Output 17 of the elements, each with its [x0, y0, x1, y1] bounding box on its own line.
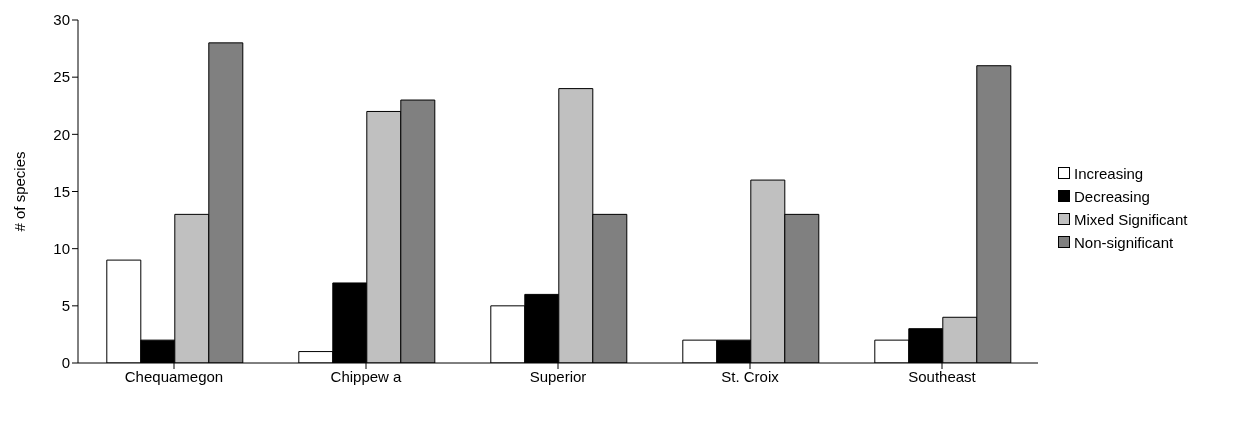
y-axis-title: # of species: [11, 151, 29, 232]
y-tick-label: 5: [61, 297, 70, 315]
y-tick-label: 10: [53, 239, 70, 257]
y-tick-label: 30: [53, 11, 70, 29]
x-tick-label: Southeast: [908, 367, 977, 385]
y-tick-label: 25: [53, 68, 70, 86]
legend-label: Mixed Significant: [1074, 210, 1188, 228]
x-tick-label: Chippew a: [330, 367, 403, 385]
legend-label: Non-significant: [1074, 233, 1174, 251]
x-tick-label: Chequamegon: [124, 367, 224, 385]
x-tick-label: Superior: [529, 367, 587, 385]
legend-label: Decreasing: [1074, 187, 1150, 205]
legend-label: Increasing: [1074, 164, 1144, 182]
y-tick-label: 20: [53, 125, 70, 143]
x-tick-label: St. Croix: [721, 367, 780, 385]
y-tick-label: 0: [61, 354, 70, 372]
y-tick-label: 15: [53, 182, 70, 200]
